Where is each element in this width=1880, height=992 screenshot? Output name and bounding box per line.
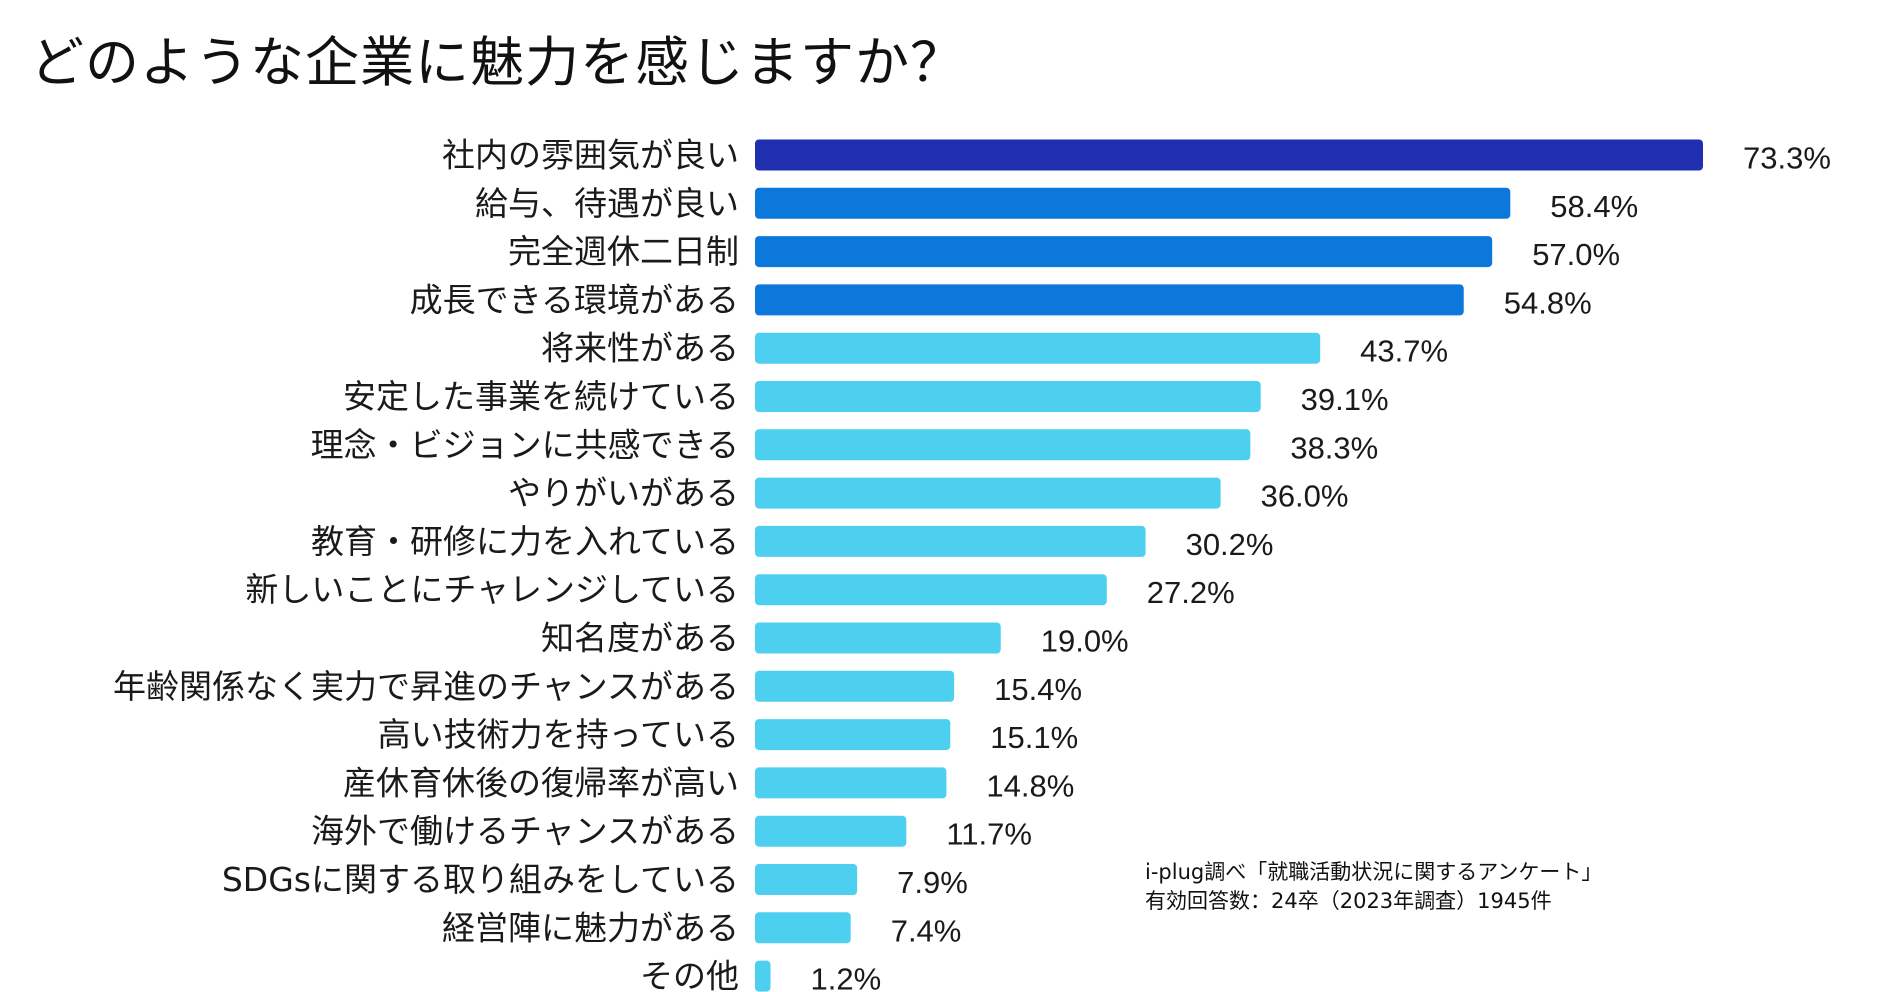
- bar: [755, 477, 1221, 509]
- bar: [755, 719, 951, 751]
- category-label: SDGsに関する取り組みをしている: [222, 860, 739, 899]
- value-label: 39.1%: [1301, 382, 1389, 417]
- value-label: 7.4%: [891, 913, 962, 948]
- bar: [755, 815, 907, 847]
- bar: [755, 429, 1251, 461]
- category-label: 高い技術力を持っている: [378, 715, 739, 754]
- value-label: 73.3%: [1743, 141, 1831, 176]
- value-label: 54.8%: [1504, 285, 1592, 320]
- bar: [755, 574, 1107, 606]
- bar: [755, 912, 851, 944]
- value-label: 58.4%: [1550, 189, 1638, 224]
- category-label: 知名度がある: [541, 619, 739, 658]
- value-label: 7.9%: [897, 865, 968, 900]
- category-label: その他: [640, 957, 739, 992]
- value-label: 27.2%: [1147, 575, 1235, 610]
- source-note: i-plug調べ「就職活動状況に関するアンケート」 有効回答数：24卒（2023…: [1145, 858, 1602, 916]
- value-label: 14.8%: [986, 768, 1074, 803]
- value-label: 15.1%: [990, 720, 1078, 755]
- category-label: 産休育休後の復帰率が高い: [343, 763, 739, 802]
- category-label: 海外で働けるチャンスがある: [311, 812, 739, 851]
- value-label: 38.3%: [1290, 430, 1378, 465]
- value-label: 11.7%: [946, 817, 1032, 852]
- category-label: 社内の雰囲気が良い: [442, 136, 739, 175]
- bar: [755, 960, 771, 992]
- bar: [755, 670, 955, 702]
- category-label: 将来性がある: [541, 329, 739, 368]
- value-label: 19.0%: [1041, 624, 1129, 659]
- bar: [755, 332, 1321, 364]
- bar: [755, 381, 1261, 412]
- value-label: 15.4%: [994, 672, 1082, 707]
- category-label: 成長できる環境がある: [410, 280, 739, 319]
- bar: [755, 622, 1001, 654]
- bar: [755, 767, 947, 799]
- value-label: 36.0%: [1261, 479, 1349, 514]
- category-label: 教育・研修に力を入れている: [311, 522, 739, 561]
- category-label: 経営陣に魅力がある: [442, 908, 739, 947]
- source-line-2: 有効回答数：24卒（2023年調査）1945件: [1145, 889, 1552, 913]
- chart-title: どのような企業に魅力を感じますか？: [30, 31, 965, 94]
- bar: [755, 864, 858, 895]
- category-label: 安定した事業を続けている: [343, 377, 739, 416]
- category-label: 年齢関係なく実力で昇進のチャンスがある: [113, 667, 739, 706]
- value-label: 43.7%: [1360, 334, 1448, 369]
- bar: [755, 139, 1703, 171]
- source-line-1: i-plug調べ「就職活動状況に関するアンケート」: [1145, 860, 1603, 884]
- value-label: 1.2%: [811, 962, 882, 992]
- bar: [755, 284, 1464, 316]
- category-label: 新しいことにチャレンジしている: [245, 570, 739, 609]
- bar: [755, 187, 1511, 219]
- bar: [755, 236, 1493, 268]
- value-label: 57.0%: [1532, 237, 1620, 272]
- category-label: 理念・ビジョンに共感できる: [311, 425, 739, 464]
- bar: [755, 525, 1146, 557]
- category-label: やりがいがある: [508, 474, 739, 513]
- category-label: 給与、待遇が良い: [475, 184, 739, 223]
- value-label: 30.2%: [1186, 527, 1274, 562]
- category-label: 完全週休二日制: [508, 232, 739, 271]
